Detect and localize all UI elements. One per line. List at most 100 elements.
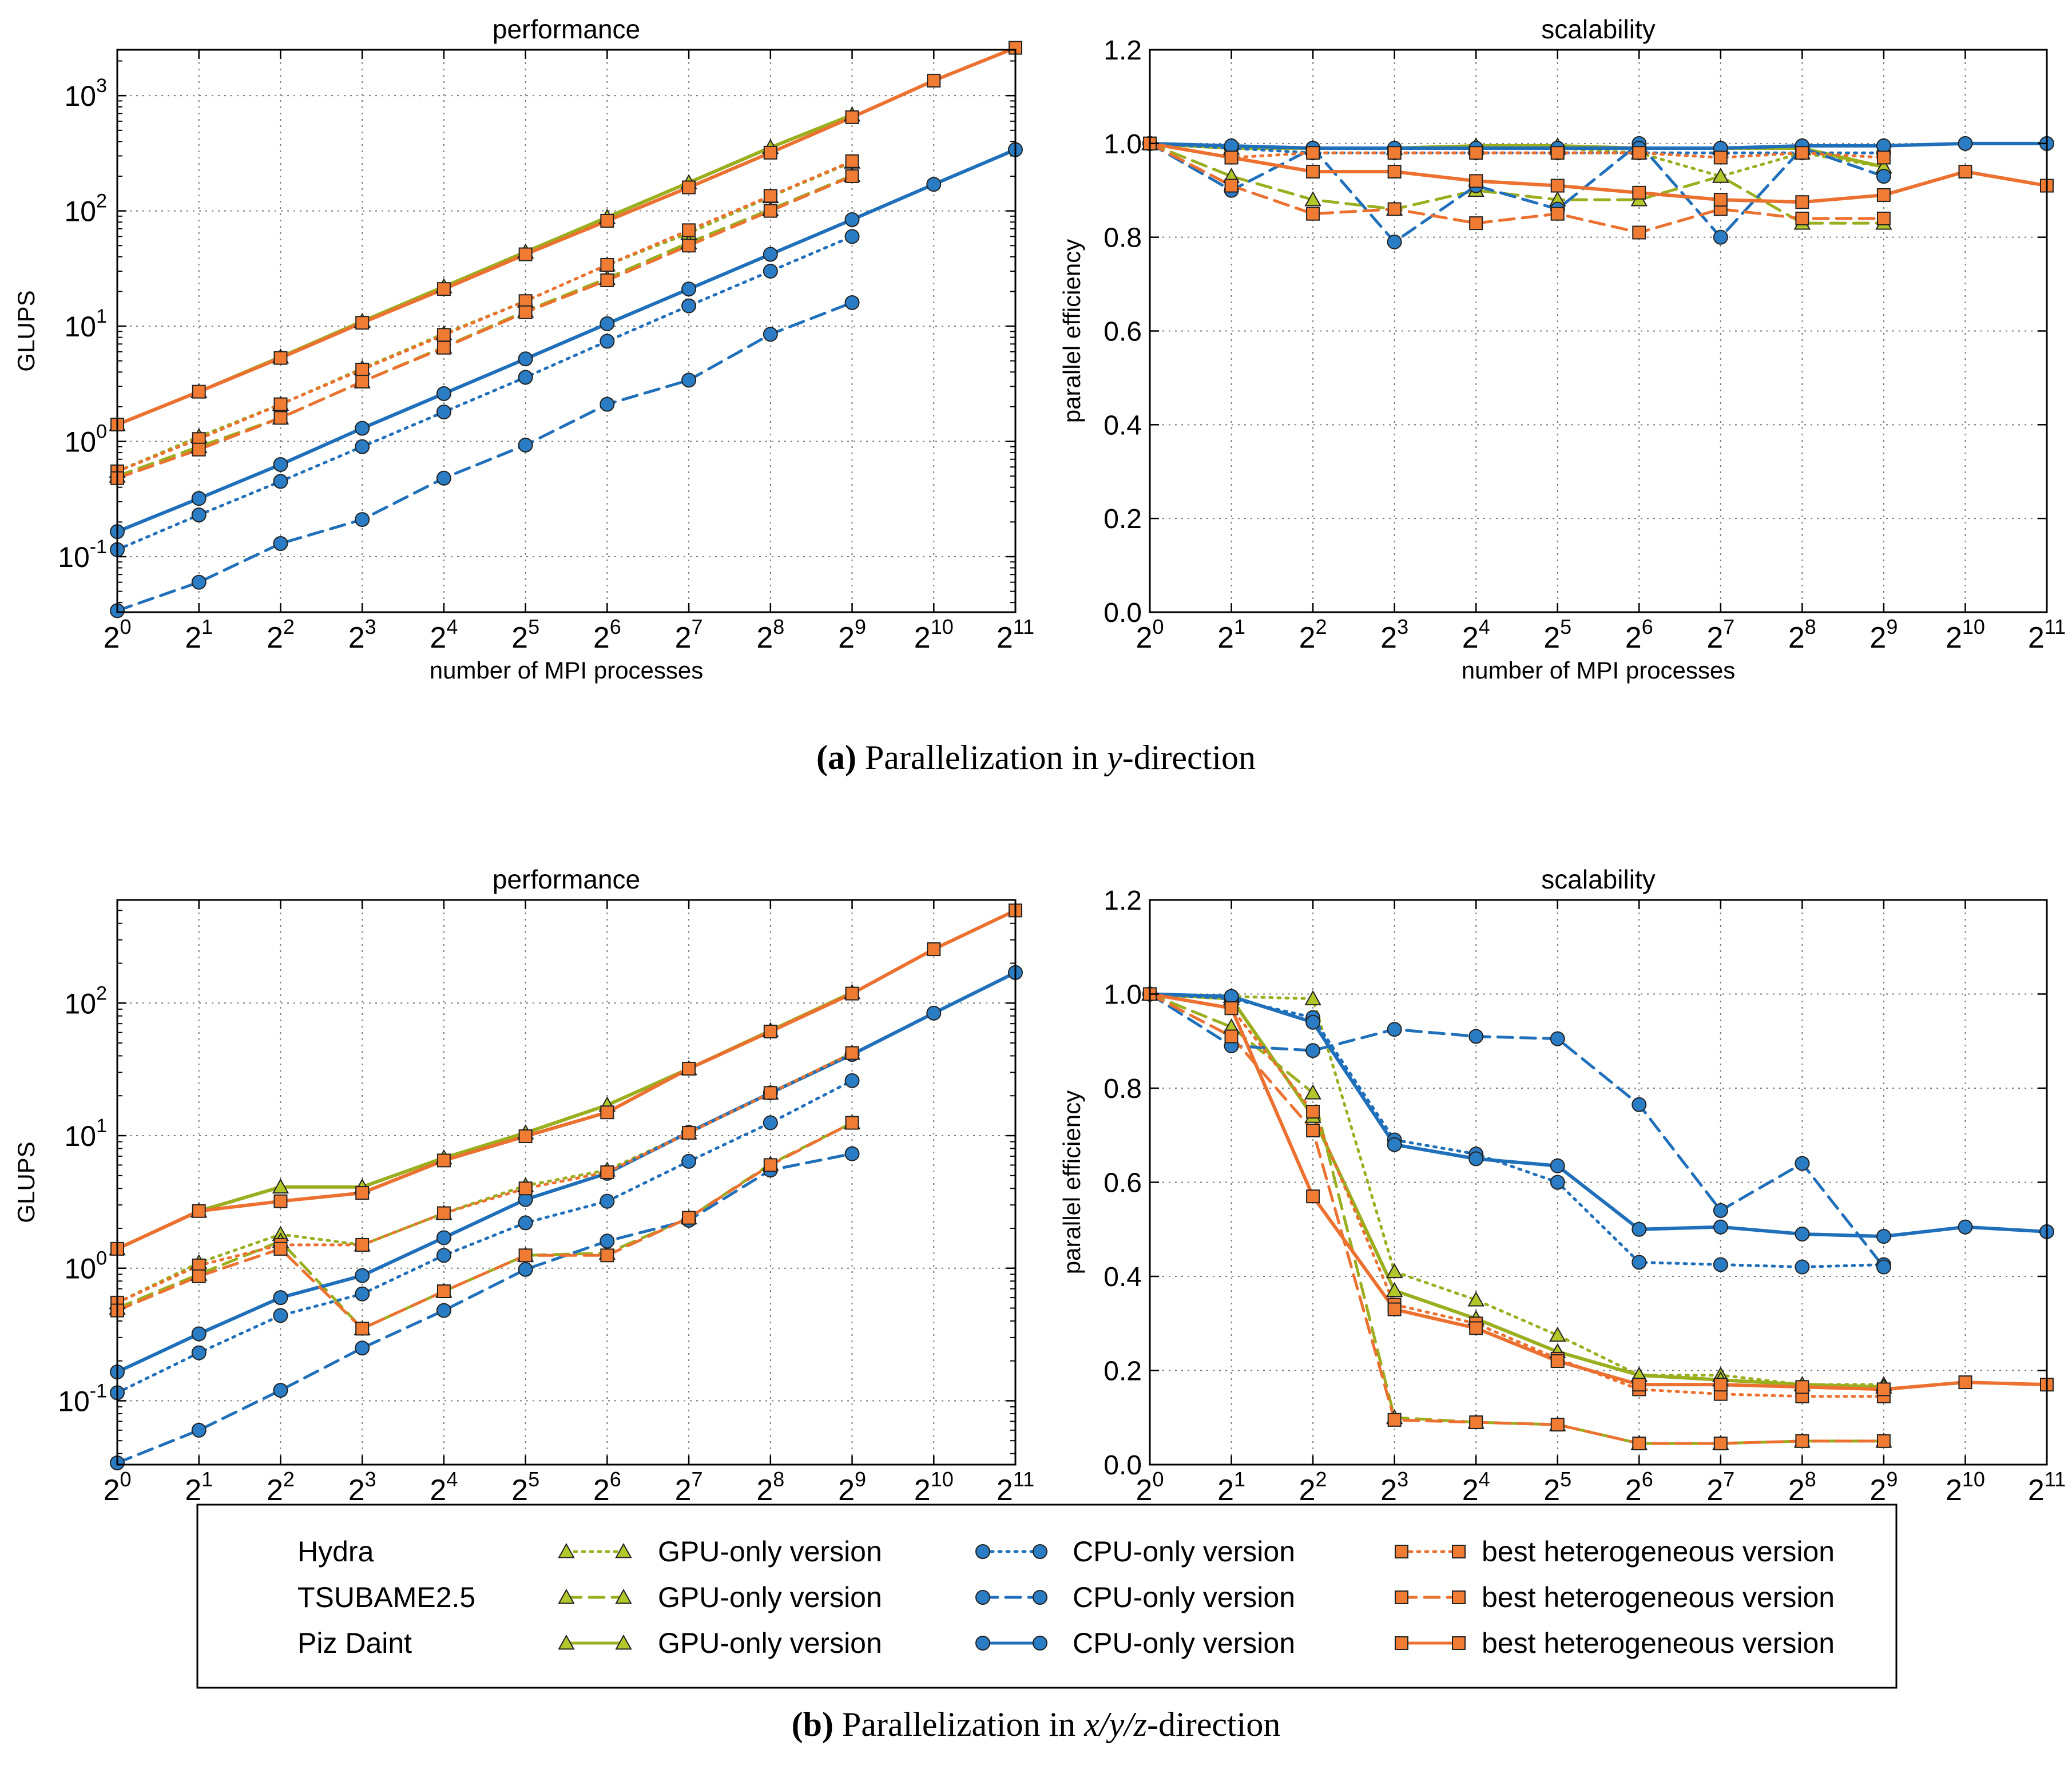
legend-label-cpu: CPU-only version (1073, 1581, 1295, 1613)
y-axis-label: GLUPS (13, 290, 39, 371)
x-tick-label: 24 (1462, 1467, 1490, 1507)
data-point-cpu (926, 177, 942, 192)
y-tick-label: 0.6 (1104, 317, 1142, 347)
series-line-gpu-dotted (116, 160, 854, 473)
data-point-cpu (273, 457, 288, 472)
series-line-het-dotted (116, 1052, 854, 1304)
data-point-het (1876, 150, 1891, 165)
x-tick-label: 27 (1706, 1467, 1734, 1507)
data-point-cpu (1550, 1175, 1565, 1190)
x-tick-label: 21 (185, 1467, 213, 1507)
legend-marker-cpu (975, 1590, 990, 1605)
data-point-cpu (355, 1286, 370, 1302)
data-point-het (1550, 178, 1565, 193)
data-point-cpu (600, 396, 615, 412)
data-point-cpu (600, 1233, 615, 1249)
data-point-het (518, 1181, 533, 1196)
x-tick-label: 210 (914, 615, 954, 654)
data-point-het (763, 204, 777, 218)
data-point-het (1469, 1321, 1483, 1335)
data-point-cpu (1305, 1014, 1321, 1030)
x-tick-label: 22 (267, 1467, 295, 1507)
data-point-het (682, 223, 696, 237)
legend-marker-het (1395, 1590, 1408, 1604)
data-point-het (1306, 1189, 1320, 1204)
y-axis-label: parallel efficiency (1058, 239, 1085, 423)
data-point-het (1387, 1413, 1402, 1427)
data-point-het (518, 305, 533, 319)
legend-system-label: Piz Daint (297, 1627, 412, 1659)
data-point-cpu (436, 386, 451, 401)
x-tick-label: 26 (1625, 615, 1653, 654)
data-point-cpu (355, 439, 370, 454)
y-tick-label: 0.2 (1104, 504, 1142, 534)
x-tick-label: 23 (1380, 615, 1408, 654)
data-point-het (192, 384, 206, 399)
data-point-het (1224, 178, 1239, 193)
data-point-cpu (436, 1303, 451, 1318)
x-tick-label: 28 (756, 1467, 784, 1507)
legend-marker-gpu (558, 1634, 575, 1650)
series-line-cpu-solid (1148, 141, 2049, 150)
grid (1150, 50, 2047, 612)
x-tick-label: 27 (1706, 615, 1734, 654)
legend-marker-gpu (615, 1634, 632, 1650)
y-tick-label: 1.0 (1104, 129, 1142, 160)
data-point-cpu (1876, 169, 1891, 184)
legend-marker-gpu (558, 1588, 575, 1604)
legend-marker-gpu (558, 1542, 575, 1558)
data-point-cpu (681, 372, 697, 388)
x-tick-label: 26 (593, 1467, 621, 1507)
data-point-het (1387, 202, 1402, 216)
data-point-het (1795, 1434, 1809, 1448)
data-point-cpu (1713, 1257, 1728, 1272)
x-tick-label: 23 (1380, 1467, 1408, 1507)
data-point-cpu (355, 421, 370, 436)
y-tick-label: 103 (64, 75, 107, 112)
x-tick-label: 27 (675, 1467, 703, 1507)
caption-a-text: Parallelization in (856, 739, 1108, 776)
legend-marker-cpu (975, 1636, 990, 1651)
data-point-het (1550, 1354, 1565, 1368)
x-tick-label: 24 (430, 615, 458, 654)
data-point-gpu (272, 1178, 289, 1194)
data-point-het (436, 1284, 451, 1299)
y-tick-label: 0.4 (1104, 1262, 1142, 1292)
y-tick-label: 102 (64, 191, 107, 228)
data-point-gpu (1304, 1084, 1321, 1100)
data-point-cpu (844, 295, 860, 310)
data-point-het (845, 154, 859, 168)
series-line-het-solid (116, 909, 1017, 1251)
data-point-cpu (844, 1073, 860, 1088)
x-tick-label: 25 (511, 1467, 539, 1507)
x-tick-label: 23 (348, 1467, 376, 1507)
data-point-het (1306, 164, 1320, 178)
legend-label-het: best heterogeneous version (1482, 1581, 1835, 1613)
data-point-het (436, 1206, 451, 1220)
data-point-het (273, 1241, 288, 1256)
data-point-het (1306, 207, 1320, 221)
legend-marker-cpu (1033, 1636, 1047, 1651)
data-point-het (192, 442, 206, 457)
series-line-cpu-dashed (1148, 993, 1886, 1269)
data-point-het (1876, 188, 1891, 202)
data-point-het (1632, 185, 1646, 200)
data-point-het (682, 1126, 696, 1140)
data-point-cpu (1795, 1156, 1810, 1171)
series-line-het-dashed (116, 174, 854, 480)
x-tick-label: 20 (1136, 615, 1164, 654)
data-point-cpu (191, 1326, 207, 1342)
data-point-cpu (763, 263, 778, 279)
data-point-cpu (681, 1153, 697, 1169)
chart-title: scalability (1541, 14, 1655, 44)
data-point-cpu (436, 470, 451, 486)
data-point-het (1795, 146, 1809, 160)
x-tick-label: 25 (511, 615, 539, 654)
chart-title: performance (493, 14, 640, 44)
caption-b-letter: (b) (791, 1705, 833, 1743)
data-point-cpu (600, 316, 615, 331)
data-point-het (1632, 1378, 1646, 1392)
legend-label-gpu: GPU-only version (658, 1536, 882, 1568)
data-point-het (845, 1116, 859, 1130)
legend-label-cpu: CPU-only version (1073, 1536, 1295, 1568)
